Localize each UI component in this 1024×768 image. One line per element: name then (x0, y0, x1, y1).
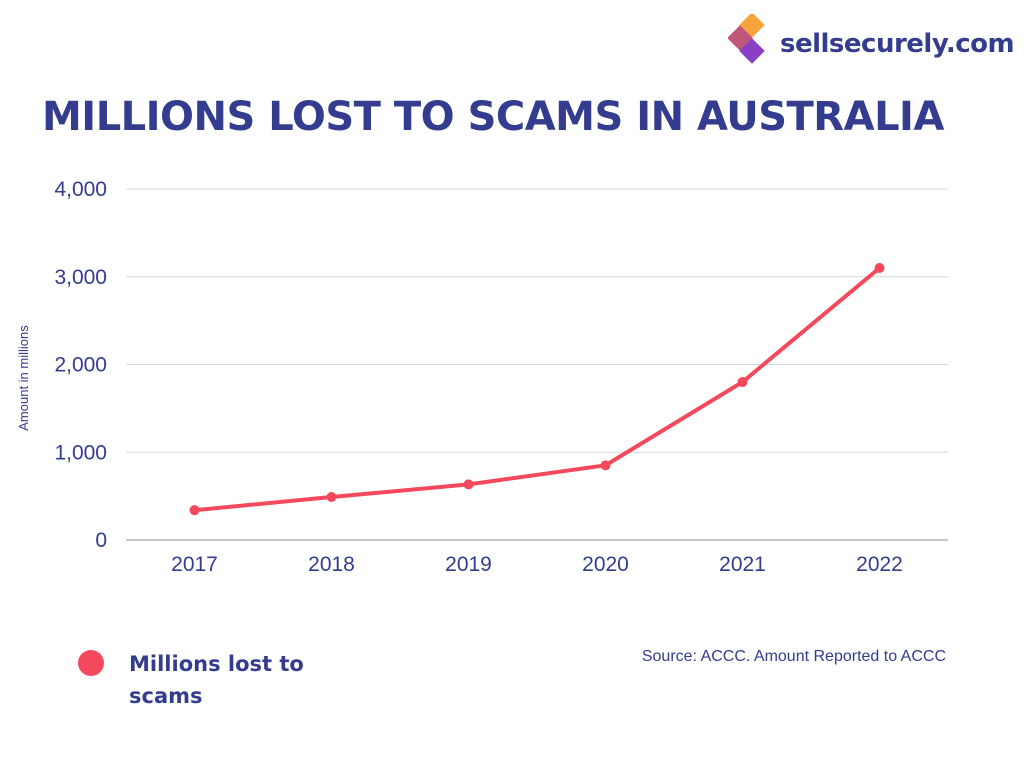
data-points (189, 262, 885, 516)
y-tick-label: 1,000 (54, 441, 107, 464)
brand-logo[interactable]: sellsecurely.com (728, 14, 1015, 74)
brand-name: sellsecurely.com (780, 29, 1015, 59)
logo-diamond-icon (728, 14, 765, 64)
y-axis-ticks: 0 1,000 2,000 3,000 4,000 (54, 178, 107, 552)
x-tick-label: 2021 (719, 553, 766, 576)
data-point (189, 505, 200, 516)
legend-label: Millions lost to scams (129, 652, 304, 708)
legend-marker (78, 650, 104, 676)
source-note: Source: ACCC. Amount Reported to ACCC (641, 648, 946, 665)
y-tick-label: 2,000 (54, 354, 107, 377)
x-tick-label: 2019 (445, 553, 492, 576)
y-axis-label: Amount in millions (16, 325, 31, 431)
y-tick-label: 4,000 (54, 178, 107, 201)
chart-title: MILLIONS LOST TO SCAMS IN AUSTRALIA (42, 94, 944, 140)
y-tick-label: 0 (95, 529, 107, 552)
legend: Millions lost to scams (78, 648, 329, 712)
data-point (326, 492, 337, 503)
x-tick-label: 2020 (582, 553, 629, 576)
data-point (463, 479, 474, 490)
y-tick-label: 3,000 (54, 266, 107, 289)
series-line (192, 266, 882, 513)
data-point (737, 377, 748, 388)
x-tick-label: 2018 (308, 553, 355, 576)
x-axis-ticks: 2017 2018 2019 2020 2021 2022 (171, 553, 903, 576)
chart-grid (126, 188, 948, 541)
data-point (874, 262, 885, 273)
data-point (600, 460, 611, 471)
x-tick-label: 2022 (856, 553, 903, 576)
x-tick-label: 2017 (171, 553, 218, 576)
